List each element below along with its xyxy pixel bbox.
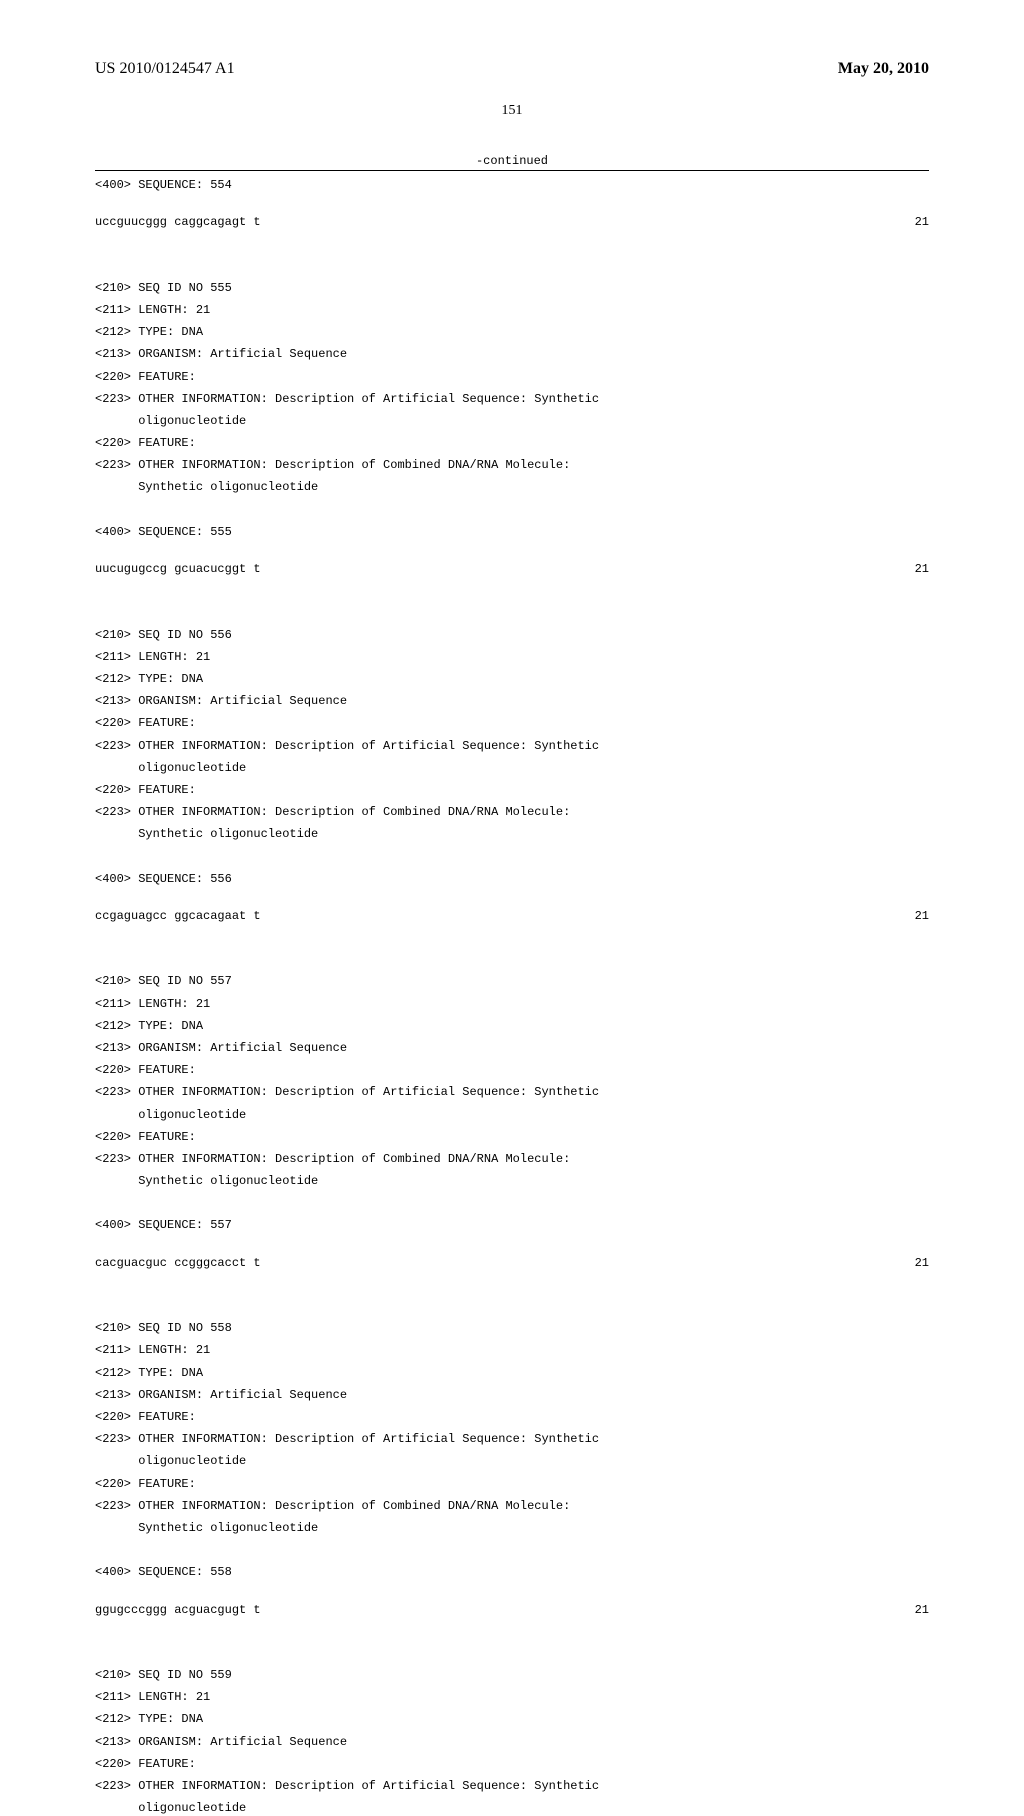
blank-line bbox=[95, 1542, 929, 1558]
blank-line bbox=[95, 258, 929, 274]
sequence-text: oligonucleotide bbox=[95, 1453, 929, 1469]
sequence-text: <220> FEATURE: bbox=[95, 369, 929, 385]
sequence-text: <210> SEQ ID NO 555 bbox=[95, 280, 929, 296]
sequence-text: oligonucleotide bbox=[95, 1800, 929, 1816]
blank-line bbox=[95, 929, 929, 945]
blank-line bbox=[95, 235, 929, 251]
sequence-text: <212> TYPE: DNA bbox=[95, 671, 929, 687]
sequence-text: <400> SEQUENCE: 558 bbox=[95, 1564, 929, 1580]
sequence-text: <400> SEQUENCE: 555 bbox=[95, 524, 929, 540]
sequence-text: oligonucleotide bbox=[95, 760, 929, 776]
blank-line bbox=[95, 1623, 929, 1639]
sequence-row: uccguucggg caggcagagt t 21 bbox=[95, 215, 929, 229]
sequence-text: <213> ORGANISM: Artificial Sequence bbox=[95, 693, 929, 709]
sequence-text: <212> TYPE: DNA bbox=[95, 1018, 929, 1034]
sequence-text: <213> ORGANISM: Artificial Sequence bbox=[95, 1387, 929, 1403]
blank-line bbox=[95, 546, 929, 562]
sequence-text: <223> OTHER INFORMATION: Description of … bbox=[95, 1431, 929, 1447]
sequence-text: <220> FEATURE: bbox=[95, 1409, 929, 1425]
sequence-data: ggugcccggg acguacgugt t bbox=[95, 1603, 261, 1617]
sequence-row: ggugcccggg acguacgugt t 21 bbox=[95, 1603, 929, 1617]
sequence-text: <211> LENGTH: 21 bbox=[95, 649, 929, 665]
blank-line bbox=[95, 1195, 929, 1211]
sequence-data: ccgaguagcc ggcacagaat t bbox=[95, 909, 261, 923]
sequence-text: <212> TYPE: DNA bbox=[95, 1711, 929, 1727]
sequence-text: <213> ORGANISM: Artificial Sequence bbox=[95, 346, 929, 362]
page-number: 151 bbox=[95, 103, 929, 119]
divider-top bbox=[95, 170, 929, 171]
sequence-text: <223> OTHER INFORMATION: Description of … bbox=[95, 1778, 929, 1794]
sequence-text: <212> TYPE: DNA bbox=[95, 1365, 929, 1381]
blank-line bbox=[95, 199, 929, 215]
blank-line bbox=[95, 1298, 929, 1314]
sequence-text: oligonucleotide bbox=[95, 413, 929, 429]
blank-line bbox=[95, 1586, 929, 1602]
page-header: US 2010/0124547 A1 May 20, 2010 bbox=[95, 60, 929, 78]
sequence-text: <223> OTHER INFORMATION: Description of … bbox=[95, 738, 929, 754]
sequence-length: 21 bbox=[915, 909, 929, 923]
blank-line bbox=[95, 1240, 929, 1256]
sequence-text: Synthetic oligonucleotide bbox=[95, 826, 929, 842]
sequence-text: <210> SEQ ID NO 559 bbox=[95, 1667, 929, 1683]
sequence-text: Synthetic oligonucleotide bbox=[95, 1173, 929, 1189]
sequence-text: <210> SEQ ID NO 556 bbox=[95, 627, 929, 643]
sequence-data: cacguacguc ccgggcacct t bbox=[95, 1256, 261, 1270]
sequence-text: <223> OTHER INFORMATION: Description of … bbox=[95, 804, 929, 820]
blank-line bbox=[95, 1276, 929, 1292]
sequence-text: <210> SEQ ID NO 558 bbox=[95, 1320, 929, 1336]
sequence-text: <212> TYPE: DNA bbox=[95, 324, 929, 340]
sequence-text: <220> FEATURE: bbox=[95, 1129, 929, 1145]
sequence-listing: <400> SEQUENCE: 554 uccguucggg caggcagag… bbox=[95, 177, 929, 1816]
sequence-length: 21 bbox=[915, 1256, 929, 1270]
sequence-text: <211> LENGTH: 21 bbox=[95, 996, 929, 1012]
sequence-text: <400> SEQUENCE: 556 bbox=[95, 871, 929, 887]
sequence-data: uucugugccg gcuacucggt t bbox=[95, 562, 261, 576]
sequence-text: <223> OTHER INFORMATION: Description of … bbox=[95, 1151, 929, 1167]
sequence-row: cacguacguc ccgggcacct t 21 bbox=[95, 1256, 929, 1270]
sequence-length: 21 bbox=[915, 1603, 929, 1617]
publication-number: US 2010/0124547 A1 bbox=[95, 60, 235, 78]
sequence-text: <223> OTHER INFORMATION: Description of … bbox=[95, 1498, 929, 1514]
sequence-text: <211> LENGTH: 21 bbox=[95, 302, 929, 318]
blank-line bbox=[95, 502, 929, 518]
patent-page: US 2010/0124547 A1 May 20, 2010 151 -con… bbox=[0, 0, 1024, 1320]
sequence-text: <223> OTHER INFORMATION: Description of … bbox=[95, 391, 929, 407]
sequence-text: <220> FEATURE: bbox=[95, 1062, 929, 1078]
sequence-text: <220> FEATURE: bbox=[95, 715, 929, 731]
continued-label: -continued bbox=[95, 154, 929, 168]
blank-line bbox=[95, 893, 929, 909]
sequence-text: <210> SEQ ID NO 557 bbox=[95, 973, 929, 989]
sequence-text: <211> LENGTH: 21 bbox=[95, 1689, 929, 1705]
sequence-length: 21 bbox=[915, 215, 929, 229]
blank-line bbox=[95, 848, 929, 864]
sequence-text: Synthetic oligonucleotide bbox=[95, 1520, 929, 1536]
sequence-text: <223> OTHER INFORMATION: Description of … bbox=[95, 1084, 929, 1100]
sequence-text: Synthetic oligonucleotide bbox=[95, 479, 929, 495]
sequence-text: <400> SEQUENCE: 557 bbox=[95, 1217, 929, 1233]
sequence-text: <220> FEATURE: bbox=[95, 782, 929, 798]
sequence-text: <211> LENGTH: 21 bbox=[95, 1342, 929, 1358]
sequence-text: oligonucleotide bbox=[95, 1107, 929, 1123]
sequence-text: <220> FEATURE: bbox=[95, 1476, 929, 1492]
sequence-data: uccguucggg caggcagagt t bbox=[95, 215, 261, 229]
sequence-text: <400> SEQUENCE: 554 bbox=[95, 177, 929, 193]
sequence-text: <213> ORGANISM: Artificial Sequence bbox=[95, 1040, 929, 1056]
sequence-text: <220> FEATURE: bbox=[95, 435, 929, 451]
blank-line bbox=[95, 604, 929, 620]
sequence-text: <223> OTHER INFORMATION: Description of … bbox=[95, 457, 929, 473]
blank-line bbox=[95, 951, 929, 967]
blank-line bbox=[95, 582, 929, 598]
sequence-row: uucugugccg gcuacucggt t 21 bbox=[95, 562, 929, 576]
blank-line bbox=[95, 1645, 929, 1661]
sequence-length: 21 bbox=[915, 562, 929, 576]
sequence-row: ccgaguagcc ggcacagaat t 21 bbox=[95, 909, 929, 923]
sequence-text: <213> ORGANISM: Artificial Sequence bbox=[95, 1734, 929, 1750]
sequence-text: <220> FEATURE: bbox=[95, 1756, 929, 1772]
publication-date: May 20, 2010 bbox=[838, 60, 929, 78]
